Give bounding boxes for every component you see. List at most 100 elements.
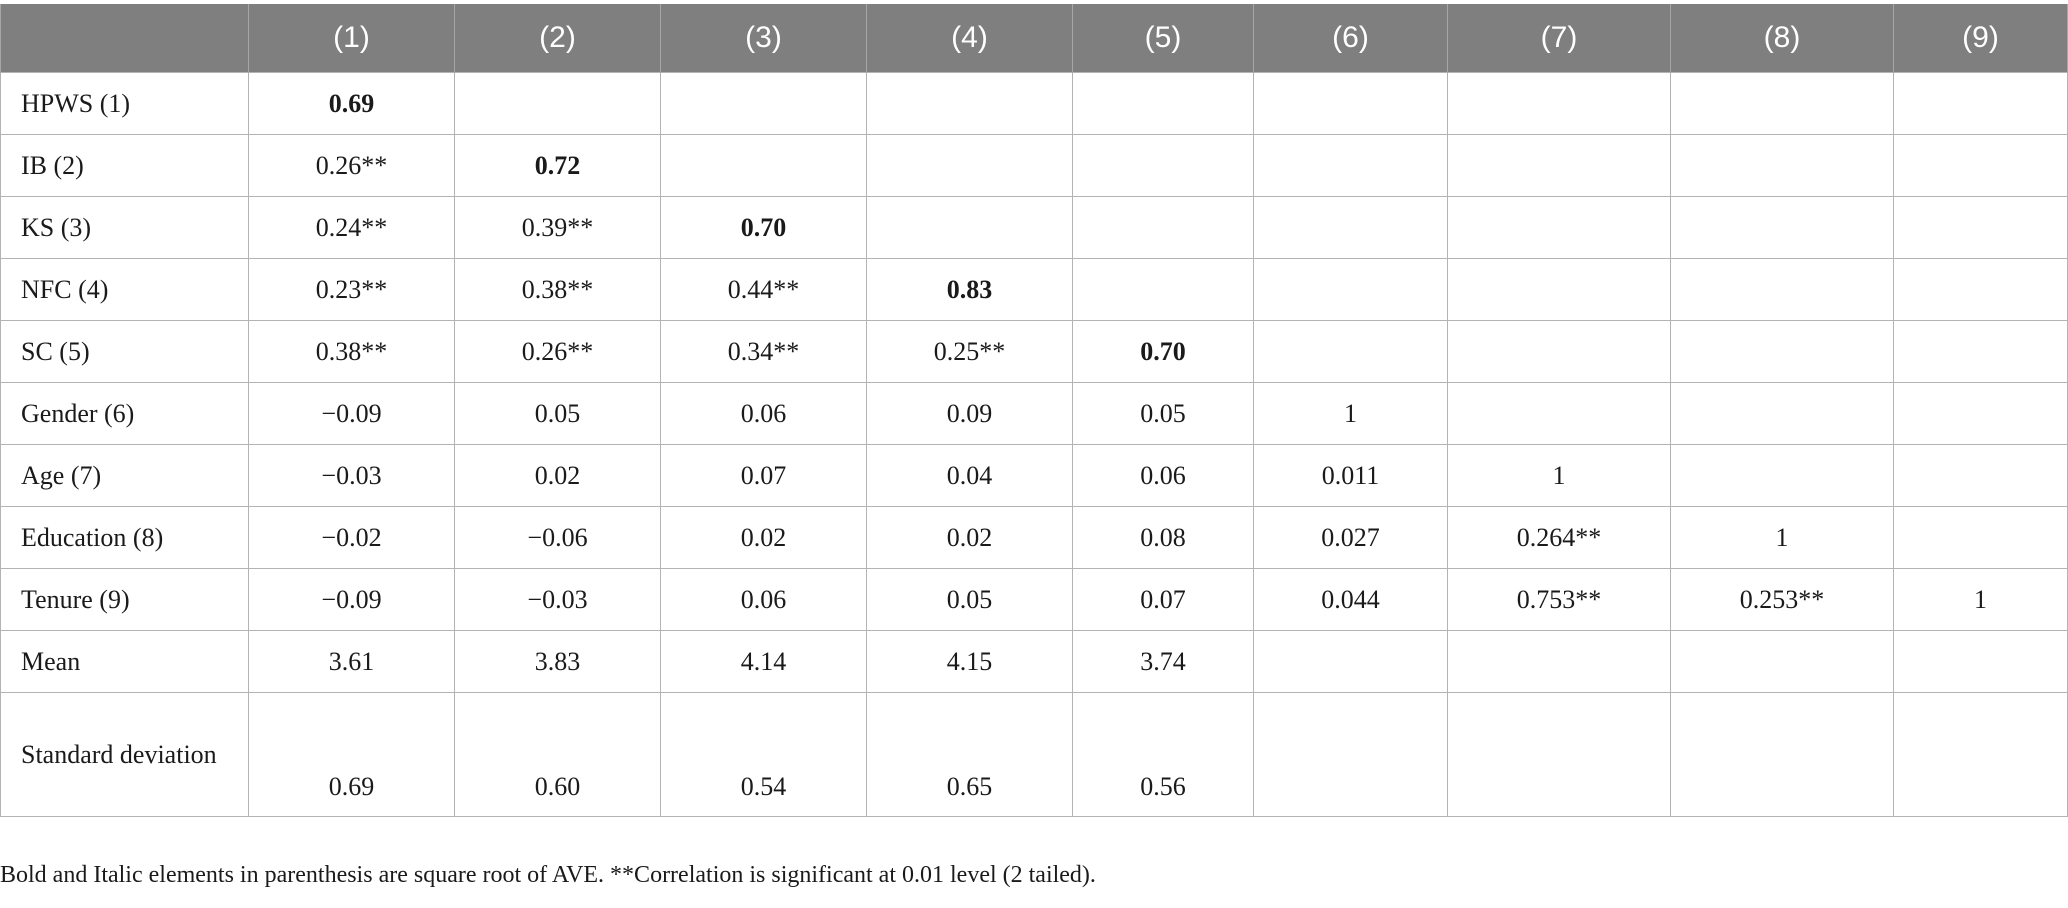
table-cell: 0.05 <box>866 568 1073 631</box>
corner-header <box>0 4 249 73</box>
table-cell: 0.72 <box>454 134 661 197</box>
table-row: NFC (4) 0.23** 0.38** 0.44** 0.83 <box>0 258 2068 321</box>
table-cell: −0.09 <box>248 568 455 631</box>
table-cell <box>1447 320 1671 383</box>
table-cell: 0.04 <box>866 444 1073 507</box>
table-cell <box>1670 320 1894 383</box>
table-cell: 0.044 <box>1253 568 1448 631</box>
table-cell <box>1253 258 1448 321</box>
table-cell: 0.70 <box>1072 320 1254 383</box>
table-cell <box>1670 444 1894 507</box>
table-cell <box>1072 258 1254 321</box>
table-cell <box>1893 630 2068 693</box>
table-cell: 0.83 <box>866 258 1073 321</box>
table-cell: 0.60 <box>454 692 661 817</box>
table-row: SC (5) 0.38** 0.26** 0.34** 0.25** 0.70 <box>0 320 2068 383</box>
table-body: HPWS (1) 0.69 IB (2) 0.26** 0.72 KS (3) 0.24**… <box>0 72 2068 817</box>
table-cell <box>660 72 867 135</box>
table-cell: 4.15 <box>866 630 1073 693</box>
table-cell: 0.02 <box>454 444 661 507</box>
table-cell: 0.34** <box>660 320 867 383</box>
table-cell: 0.54 <box>660 692 867 817</box>
table-row: KS (3) 0.24** 0.39** 0.70 <box>0 196 2068 259</box>
row-label: NFC (4) <box>0 258 249 321</box>
row-label: Tenure (9) <box>0 568 249 631</box>
table-cell: 0.26** <box>248 134 455 197</box>
table-cell: 0.05 <box>454 382 661 445</box>
table-row: Mean 3.61 3.83 4.14 4.15 3.74 <box>0 630 2068 693</box>
table-cell: 0.25** <box>866 320 1073 383</box>
row-label: KS (3) <box>0 196 249 259</box>
column-header: (1) <box>248 4 455 73</box>
column-header: (5) <box>1072 4 1254 73</box>
row-label: HPWS (1) <box>0 72 249 135</box>
table-cell <box>1893 506 2068 569</box>
table-cell <box>1447 382 1671 445</box>
table-cell: 0.011 <box>1253 444 1448 507</box>
table-cell: 4.14 <box>660 630 867 693</box>
table-cell: 3.83 <box>454 630 661 693</box>
table-row: Education (8) −0.02 −0.06 0.02 0.02 0.08 0.027… <box>0 506 2068 569</box>
column-header: (3) <box>660 4 867 73</box>
correlation-table: (1) (2) (3) (4) (5) (6) (7) (8) (9) HPWS… <box>0 4 2068 817</box>
column-header: (4) <box>866 4 1073 73</box>
table-cell: 0.69 <box>248 72 455 135</box>
table-cell: 0.24** <box>248 196 455 259</box>
row-label: Standard deviation <box>0 692 249 817</box>
table-cell: 0.05 <box>1072 382 1254 445</box>
table-cell <box>1447 134 1671 197</box>
table-cell: 0.02 <box>866 506 1073 569</box>
table-cell <box>1893 258 2068 321</box>
header-row: (1) (2) (3) (4) (5) (6) (7) (8) (9) <box>0 4 2068 73</box>
table-row: HPWS (1) 0.69 <box>0 72 2068 135</box>
column-header: (9) <box>1893 4 2068 73</box>
table-cell: 0.02 <box>660 506 867 569</box>
table-row: Standard deviation 0.69 0.60 0.54 0.65 0.56 <box>0 692 2068 817</box>
table-cell <box>1893 382 2068 445</box>
column-header: (7) <box>1447 4 1671 73</box>
table-cell: 3.61 <box>248 630 455 693</box>
table-footnote: Bold and Italic elements in parenthesis … <box>0 862 1096 888</box>
table-cell <box>454 72 661 135</box>
table-cell: 0.06 <box>660 568 867 631</box>
table-cell: 0.38** <box>454 258 661 321</box>
table-cell <box>1253 692 1448 817</box>
table-cell: 0.06 <box>660 382 867 445</box>
table-cell <box>1893 72 2068 135</box>
table-cell <box>1670 630 1894 693</box>
table-cell <box>1670 72 1894 135</box>
table-cell <box>1447 258 1671 321</box>
table-cell <box>1253 630 1448 693</box>
table-cell: 0.06 <box>1072 444 1254 507</box>
table-cell <box>1072 196 1254 259</box>
table-cell: 0.23** <box>248 258 455 321</box>
table-row: Gender (6) −0.09 0.05 0.06 0.09 0.05 1 <box>0 382 2068 445</box>
table-cell: 0.753** <box>1447 568 1671 631</box>
row-label: Education (8) <box>0 506 249 569</box>
table-cell: 0.253** <box>1670 568 1894 631</box>
row-label: Gender (6) <box>0 382 249 445</box>
table-cell: 0.39** <box>454 196 661 259</box>
table-cell: 1 <box>1253 382 1448 445</box>
table-cell <box>1670 258 1894 321</box>
table-cell: −0.03 <box>454 568 661 631</box>
table-cell <box>1253 320 1448 383</box>
table-cell <box>1253 72 1448 135</box>
table-cell: 0.26** <box>454 320 661 383</box>
row-label: Mean <box>0 630 249 693</box>
table-cell <box>1670 134 1894 197</box>
table-cell: 1 <box>1893 568 2068 631</box>
table-cell: 1 <box>1670 506 1894 569</box>
table-cell <box>1670 196 1894 259</box>
table-cell <box>1253 196 1448 259</box>
table-cell <box>866 134 1073 197</box>
table-cell: 0.264** <box>1447 506 1671 569</box>
table-row: Age (7) −0.03 0.02 0.07 0.04 0.06 0.011 1 <box>0 444 2068 507</box>
table-cell: 0.70 <box>660 196 867 259</box>
table-cell <box>1893 134 2068 197</box>
table-cell <box>866 72 1073 135</box>
row-label: SC (5) <box>0 320 249 383</box>
column-header: (2) <box>454 4 661 73</box>
table-row: IB (2) 0.26** 0.72 <box>0 134 2068 197</box>
table-cell: 0.09 <box>866 382 1073 445</box>
